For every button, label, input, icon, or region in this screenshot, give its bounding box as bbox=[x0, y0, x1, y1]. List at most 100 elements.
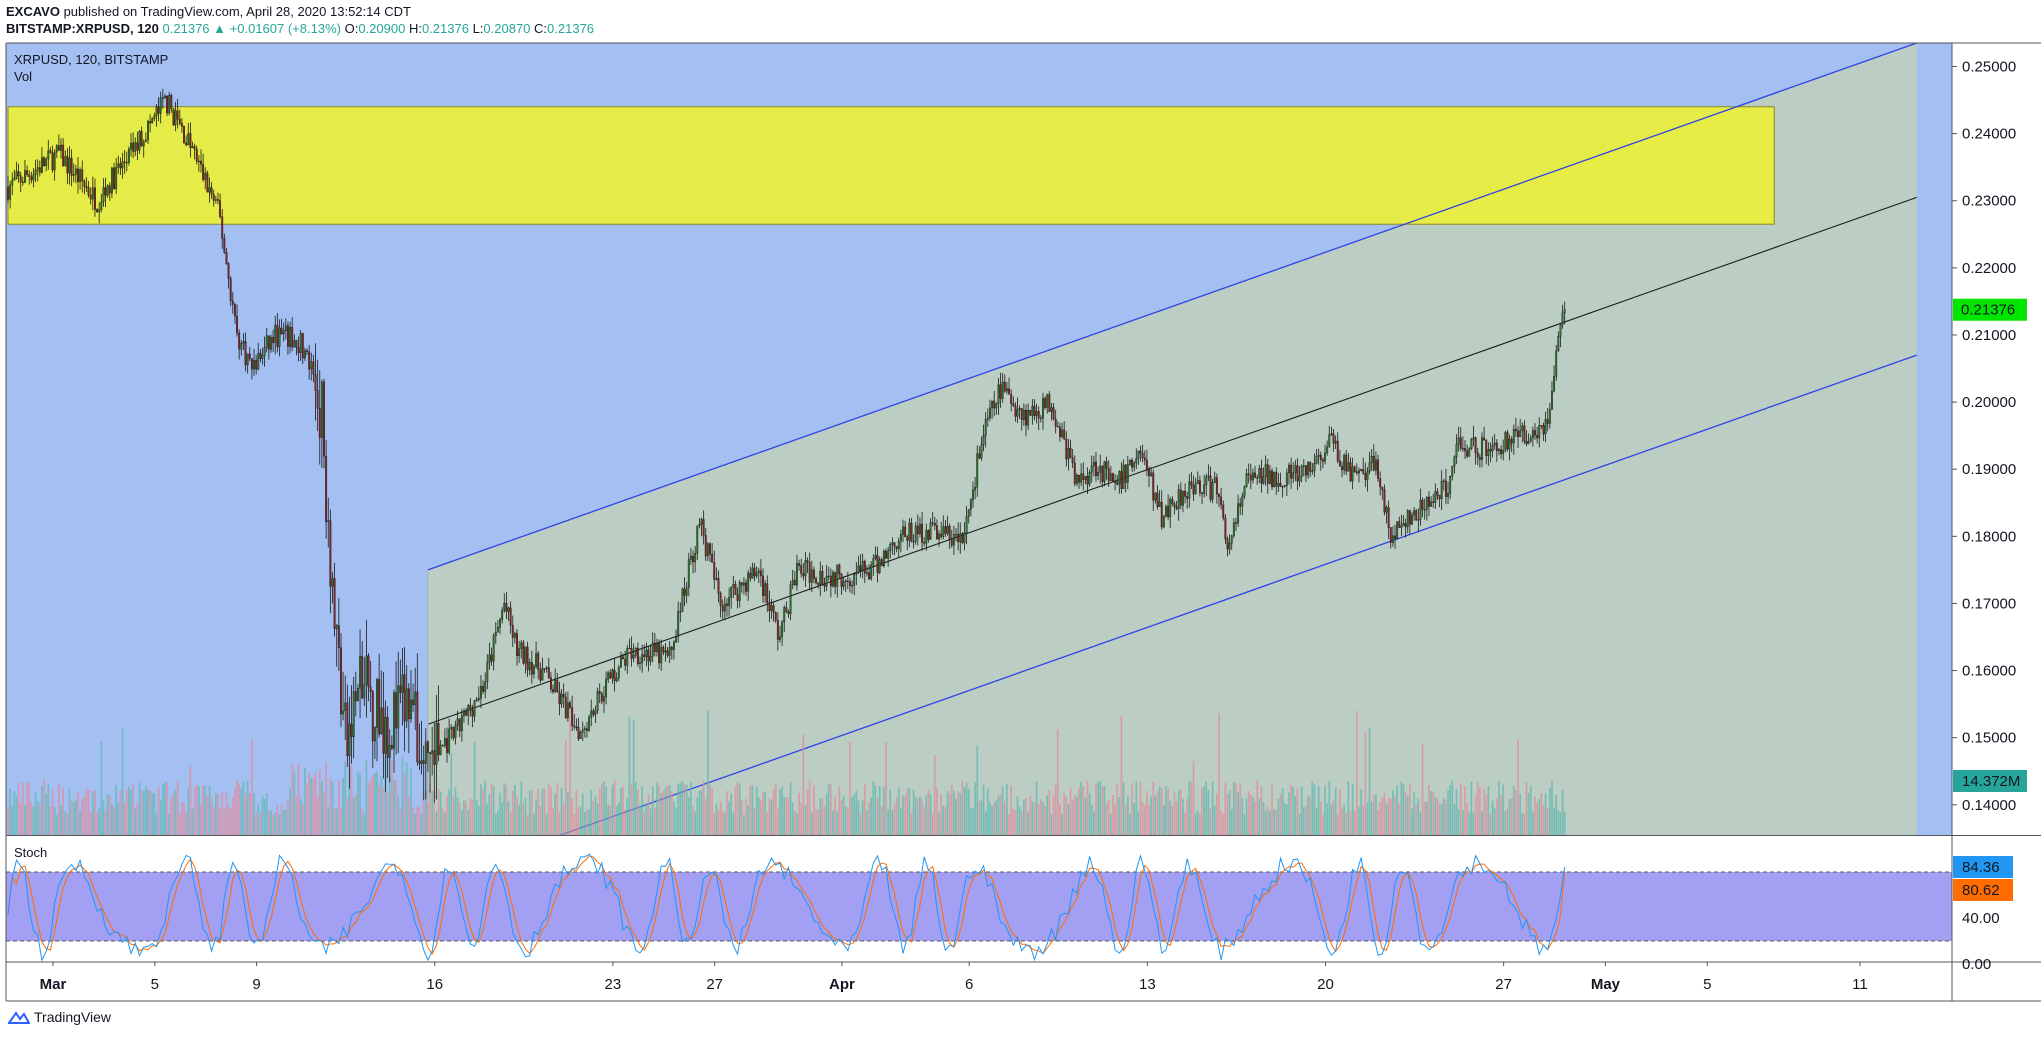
candle-body bbox=[49, 150, 52, 154]
volume-bar bbox=[1455, 788, 1458, 835]
candle-body bbox=[1546, 419, 1549, 424]
candle-body bbox=[647, 649, 650, 662]
volume-bar bbox=[1302, 806, 1305, 835]
volume-bar bbox=[1169, 800, 1172, 835]
volume-bar bbox=[1385, 803, 1388, 835]
volume-bar bbox=[1076, 796, 1078, 835]
volume-bar bbox=[1326, 803, 1329, 835]
candle-body bbox=[711, 553, 714, 563]
candle-body bbox=[1281, 486, 1284, 488]
volume-bar bbox=[541, 788, 544, 835]
candle-body bbox=[297, 347, 300, 353]
volume-bar bbox=[596, 803, 599, 835]
volume-bar bbox=[1027, 812, 1029, 835]
candle-body bbox=[1551, 391, 1553, 410]
candle-body bbox=[1362, 468, 1365, 474]
volume-bar bbox=[830, 784, 832, 835]
footer-brand[interactable]: TradingView bbox=[8, 1009, 111, 1025]
candle-body bbox=[1226, 538, 1229, 550]
volume-bar bbox=[308, 772, 311, 835]
volume-bar bbox=[762, 792, 764, 835]
volume-bar bbox=[717, 809, 720, 835]
volume-bar bbox=[1065, 796, 1068, 835]
volume-bar bbox=[1042, 801, 1044, 835]
candle-body bbox=[995, 403, 998, 409]
volume-bar bbox=[382, 787, 385, 835]
candles-layer bbox=[7, 88, 1566, 803]
candle-body bbox=[1042, 398, 1044, 419]
volume-bar bbox=[1447, 789, 1449, 835]
candle-body bbox=[549, 677, 552, 690]
volume-bar bbox=[314, 772, 317, 835]
candle-body bbox=[997, 384, 1000, 405]
volume-bar bbox=[58, 783, 60, 835]
volume-bar bbox=[976, 745, 979, 835]
candle-body bbox=[1156, 492, 1159, 507]
volume-bar bbox=[1286, 804, 1288, 835]
candle-body bbox=[893, 542, 896, 547]
volume-bar bbox=[75, 800, 77, 835]
volume-bar bbox=[55, 814, 58, 835]
candle-body bbox=[380, 707, 383, 735]
stoch-k-tag-label: 84.36 bbox=[1962, 859, 2000, 876]
candle-body bbox=[261, 355, 264, 359]
candle-body bbox=[749, 572, 752, 579]
candle-body bbox=[1341, 465, 1343, 471]
volume-bar bbox=[255, 813, 257, 835]
candle-body bbox=[482, 686, 485, 692]
candle-body bbox=[1447, 493, 1449, 497]
volume-bar bbox=[89, 812, 92, 835]
candle-body bbox=[382, 707, 385, 754]
candle-body bbox=[335, 625, 338, 629]
volume-bar bbox=[622, 786, 624, 835]
volume-bar bbox=[484, 780, 487, 835]
candle-body bbox=[906, 536, 909, 541]
volume-legend: Vol bbox=[14, 69, 32, 84]
volume-bar bbox=[1525, 782, 1528, 835]
volume-bar bbox=[821, 798, 824, 835]
time-axis[interactable]: Mar 5 9 16 23 27 Apr 6 13 20 27 May 5 11 bbox=[40, 962, 1868, 993]
candle-body bbox=[651, 642, 654, 657]
candle-body bbox=[293, 340, 296, 348]
candle-body bbox=[692, 555, 694, 563]
candle-body bbox=[787, 611, 790, 614]
volume-bar bbox=[827, 784, 830, 835]
candle-body bbox=[802, 573, 805, 577]
volume-bar bbox=[800, 803, 803, 835]
candle-body bbox=[581, 729, 584, 733]
volume-bar bbox=[11, 806, 14, 835]
candle-body bbox=[685, 587, 688, 596]
volume-bar bbox=[1266, 806, 1269, 835]
volume-bar bbox=[321, 781, 323, 835]
volume-bar bbox=[333, 808, 336, 835]
candle-body bbox=[520, 642, 523, 649]
candle-body bbox=[225, 252, 228, 264]
candle-body bbox=[1294, 465, 1297, 474]
volume-bar bbox=[1133, 802, 1136, 835]
volume-bar bbox=[543, 788, 546, 835]
volume-bar bbox=[870, 797, 873, 835]
volume-bar bbox=[615, 806, 618, 835]
candle-body bbox=[503, 602, 506, 611]
volume-bar bbox=[639, 804, 641, 835]
candle-body bbox=[1088, 471, 1091, 485]
candle-body bbox=[844, 580, 847, 582]
candle-body bbox=[484, 681, 487, 692]
volume-bar bbox=[62, 788, 64, 835]
volume-bar bbox=[736, 782, 739, 835]
price-axis[interactable]: 0.250000.240000.230000.220000.210000.200… bbox=[1952, 58, 2016, 973]
candle-body bbox=[1538, 425, 1541, 439]
volume-bar bbox=[242, 781, 245, 835]
volume-bar bbox=[142, 790, 145, 835]
candle-body bbox=[821, 571, 824, 585]
volume-bar bbox=[1400, 781, 1403, 835]
candle-body bbox=[441, 745, 444, 747]
candle-body bbox=[1003, 381, 1006, 392]
volume-bar bbox=[522, 802, 525, 835]
candle-body bbox=[98, 209, 101, 213]
volume-bar bbox=[1152, 781, 1155, 835]
volume-bar bbox=[24, 805, 26, 835]
volume-bar bbox=[649, 808, 652, 835]
volume-bar bbox=[550, 787, 552, 835]
